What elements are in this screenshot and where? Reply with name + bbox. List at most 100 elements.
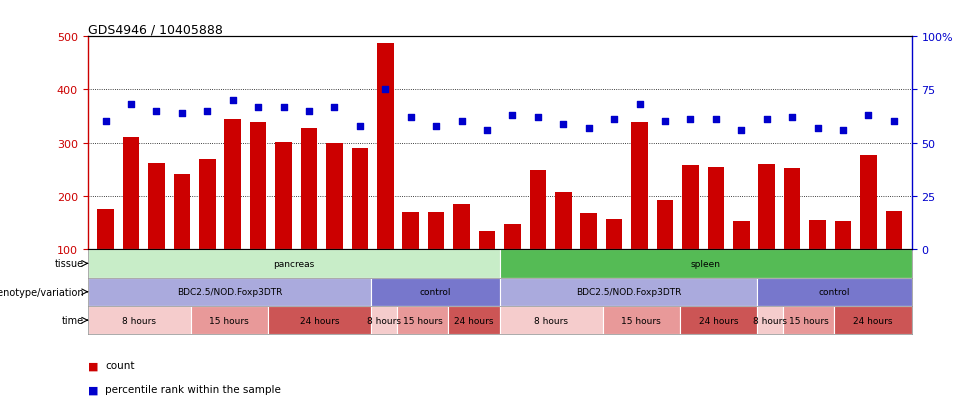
Point (453, 119, 469, 126)
Bar (555, 192, 571, 249)
Text: count: count (105, 361, 135, 370)
Bar (657, 201, 673, 249)
Point (784, 114, 800, 121)
Bar (682, 166, 699, 249)
Bar (860, 156, 877, 249)
Point (98, 119, 113, 126)
Bar (580, 214, 597, 249)
Text: BDC2.5/NOD.Foxp3DTR: BDC2.5/NOD.Foxp3DTR (176, 287, 282, 297)
Text: time: time (61, 316, 84, 325)
Text: 8 hours: 8 hours (753, 316, 787, 325)
Bar (377, 44, 394, 249)
Point (327, 104, 342, 111)
Bar (428, 212, 445, 249)
Point (403, 114, 418, 121)
Point (708, 117, 723, 123)
Bar (708, 168, 724, 249)
Point (505, 112, 521, 119)
Bar (327, 143, 342, 249)
Bar (370, 306, 397, 335)
Point (861, 112, 877, 119)
Point (276, 104, 292, 111)
Text: 15 hours: 15 hours (210, 316, 250, 325)
Point (301, 108, 317, 115)
Point (200, 108, 215, 115)
Bar (758, 306, 783, 335)
Bar (499, 278, 758, 306)
Text: GDS4946 / 10405888: GDS4946 / 10405888 (88, 23, 222, 36)
Text: percentile rank within the sample: percentile rank within the sample (105, 385, 281, 394)
Bar (174, 174, 190, 249)
Point (657, 119, 673, 126)
Point (581, 125, 597, 132)
Text: 24 hours: 24 hours (699, 316, 738, 325)
Text: 24 hours: 24 hours (853, 316, 893, 325)
Point (225, 97, 241, 104)
Point (810, 125, 826, 132)
Bar (783, 306, 835, 335)
Point (759, 117, 774, 123)
Point (123, 102, 138, 109)
Text: genotype/variation: genotype/variation (0, 287, 84, 297)
Text: spleen: spleen (690, 259, 721, 268)
Bar (88, 249, 499, 278)
Bar (268, 306, 370, 335)
Bar (529, 171, 546, 249)
Bar (250, 123, 266, 249)
Point (556, 121, 571, 128)
Bar (759, 165, 775, 249)
Text: BDC2.5/NOD.Foxp3DTR: BDC2.5/NOD.Foxp3DTR (575, 287, 682, 297)
Bar (758, 278, 912, 306)
Bar (397, 306, 449, 335)
Bar (448, 306, 499, 335)
Bar (199, 159, 215, 249)
Text: control: control (419, 287, 451, 297)
Text: control: control (819, 287, 850, 297)
Point (352, 123, 368, 130)
Bar (300, 129, 317, 249)
Bar (453, 204, 470, 249)
Bar (123, 138, 139, 249)
Bar (98, 210, 114, 249)
Point (733, 127, 749, 134)
Point (148, 108, 164, 115)
Point (632, 102, 647, 109)
Point (174, 110, 189, 117)
Bar (403, 212, 419, 249)
Bar (784, 169, 800, 249)
Point (886, 119, 902, 126)
Bar (605, 219, 622, 249)
Text: 15 hours: 15 hours (789, 316, 829, 325)
Point (836, 127, 851, 134)
Text: pancreas: pancreas (273, 259, 314, 268)
Bar (504, 224, 521, 249)
Bar (885, 211, 902, 249)
Bar (148, 164, 165, 249)
Text: 15 hours: 15 hours (403, 316, 443, 325)
Bar (680, 306, 758, 335)
Text: 24 hours: 24 hours (299, 316, 339, 325)
Bar (733, 222, 750, 249)
Bar (499, 249, 912, 278)
Point (428, 123, 444, 130)
Point (377, 87, 393, 94)
Bar (835, 306, 912, 335)
Text: 24 hours: 24 hours (454, 316, 493, 325)
Bar (809, 221, 826, 249)
Bar (88, 306, 191, 335)
Bar (191, 306, 268, 335)
Bar (479, 231, 495, 249)
Bar (631, 123, 647, 249)
Bar (603, 306, 680, 335)
Text: 8 hours: 8 hours (367, 316, 401, 325)
Text: 8 hours: 8 hours (534, 316, 568, 325)
Bar (88, 278, 371, 306)
Point (682, 117, 698, 123)
Bar (370, 278, 499, 306)
Text: 8 hours: 8 hours (122, 316, 156, 325)
Text: ■: ■ (88, 361, 98, 370)
Point (479, 127, 494, 134)
Bar (499, 306, 603, 335)
Text: 15 hours: 15 hours (621, 316, 661, 325)
Bar (835, 221, 851, 249)
